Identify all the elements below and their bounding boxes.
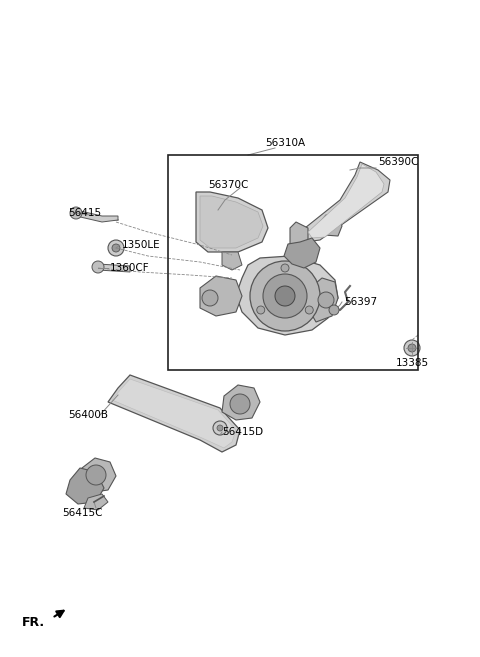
Polygon shape — [236, 256, 338, 335]
Polygon shape — [320, 215, 342, 236]
Polygon shape — [300, 162, 390, 242]
Circle shape — [305, 306, 313, 314]
Circle shape — [263, 274, 307, 318]
Text: 56397: 56397 — [344, 297, 377, 307]
Polygon shape — [308, 278, 338, 322]
Text: 56310A: 56310A — [265, 138, 305, 148]
Polygon shape — [66, 468, 104, 504]
Polygon shape — [196, 192, 268, 252]
Text: 56390C: 56390C — [378, 157, 419, 167]
Text: 56370C: 56370C — [208, 180, 248, 190]
Circle shape — [108, 240, 124, 256]
Text: 56400B: 56400B — [68, 410, 108, 420]
Polygon shape — [84, 494, 108, 510]
Circle shape — [70, 207, 82, 219]
Polygon shape — [222, 385, 260, 420]
Circle shape — [318, 292, 334, 308]
Text: 1350LE: 1350LE — [122, 240, 161, 250]
Circle shape — [329, 305, 339, 315]
Circle shape — [92, 261, 104, 273]
Polygon shape — [284, 238, 320, 268]
Circle shape — [202, 290, 218, 306]
Text: 56415D: 56415D — [222, 427, 263, 437]
Polygon shape — [200, 276, 242, 316]
Text: FR.: FR. — [22, 616, 45, 629]
Circle shape — [281, 264, 289, 272]
Circle shape — [250, 261, 320, 331]
Polygon shape — [112, 379, 236, 448]
Circle shape — [112, 244, 120, 252]
Circle shape — [408, 344, 416, 352]
Circle shape — [213, 421, 227, 435]
Text: 56415: 56415 — [68, 208, 101, 218]
Polygon shape — [308, 164, 384, 238]
Polygon shape — [200, 196, 263, 248]
Polygon shape — [98, 264, 130, 272]
Text: 1360CF: 1360CF — [110, 263, 150, 273]
Polygon shape — [80, 458, 116, 492]
Polygon shape — [76, 210, 118, 222]
Circle shape — [217, 425, 223, 431]
Polygon shape — [290, 222, 308, 248]
Bar — [168, 155, 418, 370]
Circle shape — [230, 394, 250, 414]
Polygon shape — [108, 375, 240, 452]
Circle shape — [257, 306, 265, 314]
Text: 56415C: 56415C — [62, 508, 102, 518]
Polygon shape — [222, 252, 242, 270]
Text: 13385: 13385 — [396, 358, 429, 368]
Circle shape — [404, 340, 420, 356]
Circle shape — [86, 465, 106, 485]
Circle shape — [275, 286, 295, 306]
